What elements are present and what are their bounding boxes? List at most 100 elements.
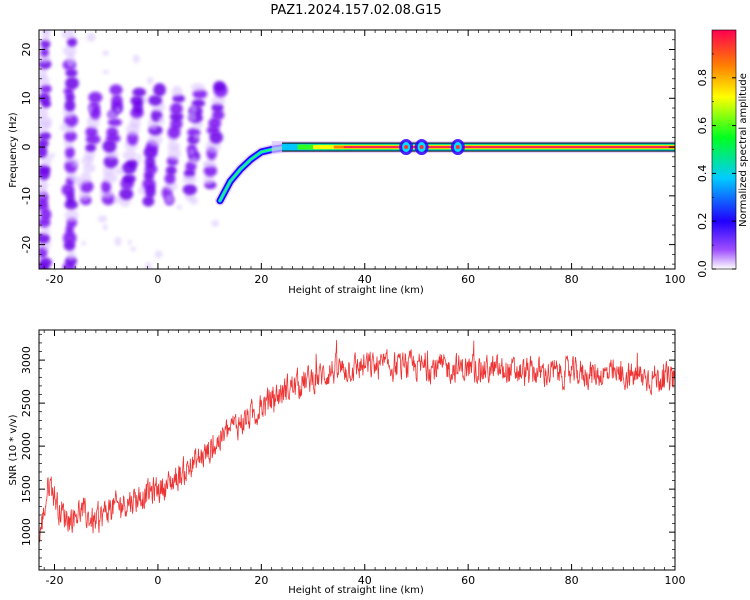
x-tick-label: -20 <box>46 574 64 587</box>
stripe-0 <box>39 30 53 269</box>
stripe-blob <box>182 184 197 196</box>
x-tick-label: 40 <box>358 574 372 587</box>
y-tick-label: 20 <box>20 43 33 57</box>
stripe-blob <box>64 131 78 142</box>
stripe-blob <box>147 133 163 147</box>
snr-panel: -20 0 20 40 60 80 100 1000 1500 2000 2500 3000 Heig… <box>8 329 686 596</box>
stripe-blob <box>164 173 176 185</box>
stripe-blob <box>40 39 51 49</box>
stripe-blob <box>66 249 76 261</box>
stripe-blob <box>130 95 144 106</box>
stripe-blob <box>63 45 77 57</box>
y-tick-label: 2000 <box>20 432 33 460</box>
x-tick-label: 100 <box>665 574 686 587</box>
stripe-blob <box>142 177 156 192</box>
snr-line-layer <box>39 340 675 543</box>
stripe-blob <box>203 165 218 177</box>
stripe-2 <box>79 91 103 206</box>
x-tick-label: 80 <box>565 574 579 587</box>
x-tick-label: 40 <box>358 273 372 286</box>
faint-dot <box>190 156 198 165</box>
figure-title: PAZ1.2024.157.02.08.G15 <box>270 3 441 18</box>
faint-dot <box>138 186 146 195</box>
spectrogram-frame <box>38 29 676 270</box>
x-tick-label: 80 <box>565 273 579 286</box>
faint-dot <box>107 111 117 119</box>
stripe-blob <box>80 180 94 193</box>
y-tick-label: 1000 <box>20 518 33 546</box>
stripe-blob <box>66 37 78 47</box>
stripe-blob <box>208 117 222 130</box>
faint-dot <box>102 223 108 231</box>
stripe-blob <box>211 103 224 113</box>
y-tick-label: 3000 <box>20 346 33 374</box>
stripe-blob <box>61 183 75 197</box>
stripe-blob <box>111 94 123 108</box>
faint-dot <box>176 204 183 210</box>
stripe-blob <box>80 171 92 184</box>
stripe-blob <box>39 131 51 141</box>
faint-dot <box>71 158 80 168</box>
snr-ylabel: SNR (10 * v/v) <box>8 414 19 485</box>
cb-tick-label: 0.8 <box>696 69 709 87</box>
colorbar-gradient <box>712 30 736 269</box>
bump-peak-2 <box>455 145 460 150</box>
x-tick-label: 100 <box>665 273 686 286</box>
stripe-blob <box>62 231 77 245</box>
faint-dot <box>113 196 122 204</box>
stripe-blob <box>153 83 166 97</box>
faint-dot <box>59 123 70 132</box>
faint-dot <box>190 105 198 113</box>
spectrogram-xlabel: Height of straight line (km) <box>288 285 424 296</box>
faint-dot <box>127 239 132 246</box>
faint-dot <box>44 120 52 130</box>
y-tick-label: -10 <box>20 187 33 205</box>
stripe-blob <box>122 150 138 161</box>
stripe-blob <box>39 164 51 175</box>
stripe-blob <box>40 208 52 222</box>
faint-dot <box>137 153 142 163</box>
stripe-blob <box>40 48 50 57</box>
stripe-blob <box>142 196 155 207</box>
stripe-blob <box>41 30 51 34</box>
stripe-blob <box>213 80 226 92</box>
snr-series <box>39 340 675 543</box>
faint-dot <box>189 196 199 205</box>
stripe-blob <box>39 233 50 244</box>
stripe-blob <box>165 165 177 176</box>
stripe-blob <box>88 91 103 104</box>
colorbar-ticks: 0.0 0.2 0.4 0.6 0.8 <box>696 53 736 278</box>
stripe-blob <box>83 163 96 173</box>
stripe-blob <box>41 30 51 42</box>
stripe-blob <box>101 180 112 194</box>
cb-tick-label: 0.6 <box>696 117 709 135</box>
stripe-blob <box>39 145 48 158</box>
stripe-blob <box>132 87 146 97</box>
faint-dot <box>97 215 108 223</box>
faint-dot <box>102 69 110 75</box>
faint-dot <box>142 97 149 103</box>
faint-dot <box>157 116 165 126</box>
stripe-blob <box>203 174 215 186</box>
faint-dot <box>49 152 56 159</box>
stripe-blob <box>65 68 78 78</box>
faint-dot <box>86 32 96 43</box>
stripe-blob <box>39 106 49 120</box>
stripe-blob <box>211 96 226 106</box>
stripe-blob <box>191 120 203 130</box>
colorbar: 0.0 0.2 0.4 0.6 0.8 Normalized spectral ampl… <box>696 29 749 278</box>
faint-dot <box>189 149 195 156</box>
x-tick-label: 0 <box>154 574 161 587</box>
stripe-blob <box>190 82 205 92</box>
stripe-blob <box>65 76 79 90</box>
stripe-blob <box>126 159 138 169</box>
x-tick-label: 60 <box>461 574 475 587</box>
stripe-blob <box>191 99 206 108</box>
stripe-blob <box>102 139 117 153</box>
faint-dot <box>115 107 121 113</box>
y-tick-label: 1500 <box>20 475 33 503</box>
x-tick-label: 20 <box>254 273 268 286</box>
stripe-blob <box>106 126 119 138</box>
faint-dot <box>102 50 110 56</box>
